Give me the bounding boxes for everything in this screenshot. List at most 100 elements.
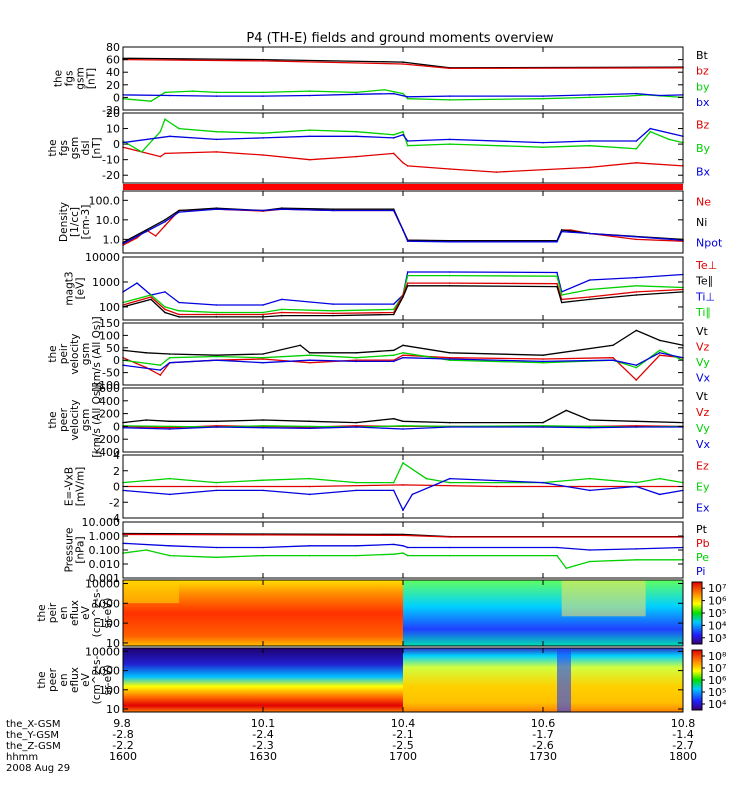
- data-point: [635, 485, 638, 488]
- data-point: [262, 358, 264, 360]
- y-tick-label: 20: [106, 79, 120, 92]
- data-point: [164, 152, 166, 155]
- data-point: [164, 306, 166, 308]
- series-Pe: [122, 549, 683, 569]
- y-axis-label: the: [36, 671, 48, 688]
- series-Ni: [122, 207, 684, 243]
- legend-entry: Ne: [696, 195, 711, 208]
- data-point: [164, 224, 166, 227]
- y-tick-label: 100: [99, 617, 120, 630]
- y-axis-label: sr-eV): [102, 598, 114, 629]
- data-point: [392, 137, 395, 139]
- data-point: [262, 95, 264, 97]
- legend-entry: Vy: [696, 422, 710, 435]
- data-point: [588, 549, 591, 551]
- data-point: [542, 141, 544, 144]
- legend-entry: Bz: [696, 119, 710, 132]
- data-point: [392, 349, 395, 352]
- time-row-label: the_Y-GSM: [6, 730, 59, 741]
- data-point: [402, 428, 404, 430]
- colorbar: [691, 581, 703, 645]
- colorbar-tick-label: 10⁴: [708, 698, 727, 711]
- x-tick-label: -2.5: [392, 739, 413, 752]
- data-point: [402, 63, 404, 65]
- data-point: [392, 308, 395, 311]
- y-tick-label: 10: [106, 703, 120, 716]
- y-tick-label: -50: [102, 367, 120, 380]
- data-point: [308, 90, 311, 92]
- legend-fgs-gsm: Bt bz by bx: [696, 49, 710, 109]
- data-point: [668, 138, 670, 141]
- data-point: [448, 241, 451, 243]
- data-point: [406, 282, 409, 284]
- data-point: [448, 95, 451, 97]
- legend-entry: bx: [696, 96, 710, 109]
- data-point: [635, 148, 638, 150]
- data-point: [570, 229, 572, 231]
- data-point: [448, 271, 451, 273]
- data-point: [635, 140, 638, 142]
- data-point: [406, 546, 409, 549]
- data-point: [658, 354, 661, 357]
- data-point: [635, 276, 638, 279]
- data-point: [635, 425, 638, 427]
- data-point: [588, 96, 591, 99]
- y-tick-label: 0: [113, 420, 120, 433]
- time-row-label: hhmm: [6, 752, 38, 763]
- data-point: [262, 91, 264, 94]
- data-point: [565, 567, 568, 569]
- data-point: [392, 134, 395, 136]
- data-point: [262, 534, 264, 536]
- data-point: [649, 130, 652, 133]
- data-point: [308, 425, 311, 428]
- data-point: [392, 152, 395, 155]
- data-point: [542, 354, 544, 357]
- data-point: [402, 425, 404, 427]
- y-axis-label: peir: [58, 343, 70, 364]
- data-point: [178, 310, 180, 312]
- data-point: [168, 428, 171, 430]
- data-point: [164, 291, 166, 293]
- y-axis-label: magt3: [64, 271, 76, 305]
- data-point: [448, 356, 451, 359]
- data-point: [406, 240, 409, 242]
- x-tick-label: -2.1: [392, 728, 413, 741]
- y-axis-label: the: [47, 139, 59, 156]
- y-tick-label: -10: [102, 154, 120, 167]
- data-point: [215, 546, 218, 549]
- y-axis-label: [km/s (All Qs)]: [91, 316, 103, 391]
- series-Ey: [122, 461, 684, 484]
- data-point: [215, 359, 218, 362]
- y-axis-label: eflux: [69, 667, 81, 693]
- data-point: [159, 130, 162, 133]
- data-point: [215, 556, 218, 559]
- data-point: [392, 553, 395, 555]
- legend-entry: Vx: [696, 438, 711, 451]
- data-point: [308, 420, 311, 423]
- y-tick-label: 1000: [92, 597, 120, 610]
- y-tick-label: 0: [113, 91, 120, 104]
- data-point: [308, 94, 311, 97]
- data-point: [164, 311, 166, 314]
- series-bx: [122, 92, 684, 98]
- data-point: [308, 359, 311, 362]
- legend-entry: Pi: [696, 565, 705, 578]
- y-tick-label: 400: [99, 395, 120, 408]
- y-tick-label: 1.0: [103, 233, 121, 246]
- data-point: [402, 462, 404, 464]
- data-point: [145, 230, 148, 233]
- data-point: [448, 536, 451, 538]
- y-axis-label: the: [47, 345, 59, 362]
- data-point: [560, 230, 563, 233]
- data-point: [215, 489, 218, 492]
- data-point: [542, 421, 544, 424]
- data-point: [588, 288, 591, 291]
- data-point: [355, 356, 358, 359]
- data-point: [658, 352, 661, 354]
- data-point: [168, 545, 171, 547]
- panel-e-field: Ez Ey Ex -4 -2 0 2 4 E=-VxB [mV/m]: [64, 449, 710, 525]
- y-tick-label: 100: [99, 301, 120, 314]
- x-tick-label: 1730: [529, 750, 557, 763]
